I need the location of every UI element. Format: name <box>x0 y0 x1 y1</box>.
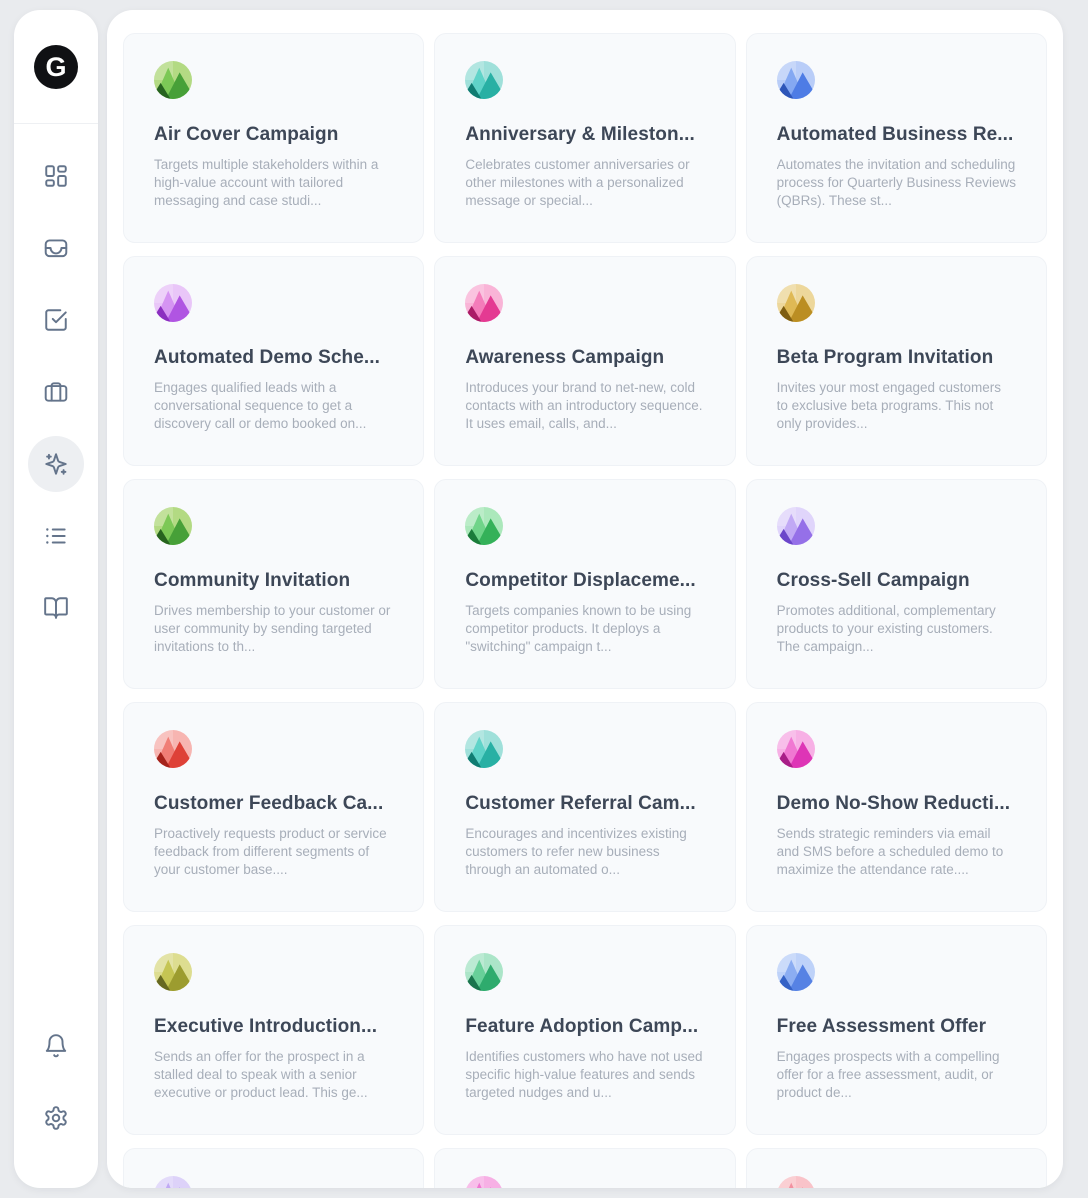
campaign-title: Customer Referral Cam... <box>465 793 696 814</box>
mountain-avatar-icon <box>465 1176 504 1188</box>
campaign-title: Anniversary & Mileston... <box>465 124 695 145</box>
layout-dashboard-icon <box>45 165 67 187</box>
campaign-title: Feature Adoption Camp... <box>465 1016 699 1037</box>
campaign-card[interactable] <box>434 1148 736 1188</box>
book-open-icon <box>44 597 68 619</box>
campaign-title: Awareness Campaign <box>465 347 665 368</box>
campaign-card[interactable]: Cross-Sell Campaign Promotes additional,… <box>745 479 1047 689</box>
main-panel: Air Cover Campaign Targets multiple stak… <box>107 10 1063 1188</box>
sidebar-item-lists[interactable] <box>14 500 98 572</box>
campaign-description: Invites your most engaged customers to e… <box>776 380 1002 431</box>
mountain-avatar-icon <box>776 1176 815 1188</box>
logo[interactable]: G <box>34 45 78 89</box>
campaign-title: Cross-Sell Campaign <box>776 570 970 591</box>
campaign-card[interactable]: Customer Feedback Ca... Proactively requ… <box>123 702 425 912</box>
mountain-avatar-icon <box>465 507 504 545</box>
campaign-description: Sends an offer for the prospect in a sta… <box>154 1049 368 1100</box>
sidebar-item-notifications[interactable] <box>14 1010 98 1082</box>
sidebar-bottom-nav <box>14 1010 98 1154</box>
campaign-description: Identifies customers who have not used s… <box>465 1049 703 1100</box>
mountain-avatar-icon <box>776 730 815 768</box>
mountain-avatar-icon <box>154 730 192 768</box>
sidebar-nav <box>14 140 98 644</box>
active-item-highlight <box>28 436 84 492</box>
campaign-card[interactable]: Beta Program Invitation Invites your mos… <box>745 256 1047 466</box>
mountain-avatar-icon <box>465 61 504 99</box>
sidebar-item-inbox[interactable] <box>14 212 98 284</box>
campaign-card[interactable]: Demo No-Show Reducti... Sends strategic … <box>745 702 1047 912</box>
briefcase-icon <box>44 382 68 402</box>
sidebar-item-deals[interactable] <box>14 356 98 428</box>
mountain-avatar-icon <box>465 730 504 768</box>
campaign-description: Encourages and incentivizes existing cus… <box>465 826 687 877</box>
campaign-card[interactable] <box>123 1148 425 1188</box>
sidebar-item-dashboard[interactable] <box>14 140 98 212</box>
sidebar-item-tasks[interactable] <box>14 284 98 356</box>
campaign-card[interactable]: Awareness Campaign Introduces your brand… <box>434 256 736 466</box>
campaign-title: Competitor Displaceme... <box>465 570 696 591</box>
campaign-description: Sends strategic reminders via email and … <box>776 826 1004 877</box>
campaign-title: Customer Feedback Ca... <box>154 793 384 814</box>
campaign-card[interactable]: Competitor Displaceme... Targets compani… <box>434 479 736 689</box>
campaign-title: Automated Demo Sche... <box>154 347 381 368</box>
campaign-description: Celebrates customer anniversaries or oth… <box>465 157 690 208</box>
inbox-tray-icon <box>44 239 68 258</box>
campaign-card[interactable]: Automated Business Re... Automates the i… <box>745 33 1047 243</box>
mountain-avatar-icon <box>465 284 504 322</box>
mountain-avatar-icon <box>776 284 815 322</box>
sidebar-divider <box>14 123 98 124</box>
campaign-description: Promotes additional, complementary produ… <box>776 603 996 654</box>
campaign-title: Beta Program Invitation <box>776 347 994 368</box>
campaign-title: Free Assessment Offer <box>776 1016 987 1037</box>
mountain-avatar-icon <box>154 284 192 322</box>
bell-icon <box>45 1034 67 1058</box>
sidebar-item-ai[interactable] <box>14 428 98 500</box>
mountain-avatar-icon <box>154 953 192 991</box>
campaign-card[interactable]: Executive Introduction... Sends an offer… <box>123 925 425 1135</box>
card-grid: Air Cover Campaign Targets multiple stak… <box>107 10 1063 1188</box>
campaign-title: Executive Introduction... <box>154 1016 378 1037</box>
campaign-card[interactable]: Free Assessment Offer Engages prospects … <box>745 925 1047 1135</box>
campaign-description: Targets multiple stakeholders within a h… <box>154 157 379 208</box>
campaign-card[interactable]: Community Invitation Drives membership t… <box>123 479 425 689</box>
list-icon <box>46 528 66 544</box>
campaign-title: Air Cover Campaign <box>154 124 339 145</box>
campaign-card[interactable]: Automated Demo Sche... Engages qualified… <box>123 256 425 466</box>
logo-letter: G <box>45 51 67 82</box>
campaign-card[interactable]: Customer Referral Cam... Encourages and … <box>434 702 736 912</box>
gear-icon <box>45 1106 67 1130</box>
campaign-title: Demo No-Show Reducti... <box>776 793 1011 814</box>
campaign-card[interactable]: Anniversary & Mileston... Celebrates cus… <box>434 33 736 243</box>
mountain-avatar-icon <box>776 953 815 991</box>
check-square-icon <box>45 309 67 331</box>
campaign-card[interactable]: Feature Adoption Camp... Identifies cust… <box>434 925 736 1135</box>
campaign-title: Automated Business Re... <box>776 124 1014 145</box>
mountain-avatar-icon <box>154 507 192 545</box>
mountain-avatar-icon <box>154 61 192 99</box>
campaign-description: Automates the invitation and scheduling … <box>776 157 1016 208</box>
campaign-description: Proactively requests product or service … <box>154 826 387 877</box>
sidebar-item-library[interactable] <box>14 572 98 644</box>
sparkles-icon <box>45 453 67 475</box>
campaign-title: Community Invitation <box>154 570 351 591</box>
sidebar: G <box>14 10 98 1188</box>
mountain-avatar-icon <box>154 1176 192 1188</box>
campaign-description: Targets companies known to be using comp… <box>465 603 692 654</box>
campaign-card[interactable] <box>745 1148 1047 1188</box>
mountain-avatar-icon <box>465 953 504 991</box>
campaign-card[interactable]: Air Cover Campaign Targets multiple stak… <box>123 33 425 243</box>
campaign-description: Engages qualified leads with a conversat… <box>154 380 367 431</box>
campaign-description: Engages prospects with a compelling offe… <box>776 1049 1000 1100</box>
mountain-avatar-icon <box>776 507 815 545</box>
campaign-description: Introduces your brand to net-new, cold c… <box>465 380 703 431</box>
mountain-avatar-icon <box>776 61 815 99</box>
sidebar-item-settings[interactable] <box>14 1082 98 1154</box>
campaign-description: Drives membership to your customer or us… <box>154 603 391 654</box>
